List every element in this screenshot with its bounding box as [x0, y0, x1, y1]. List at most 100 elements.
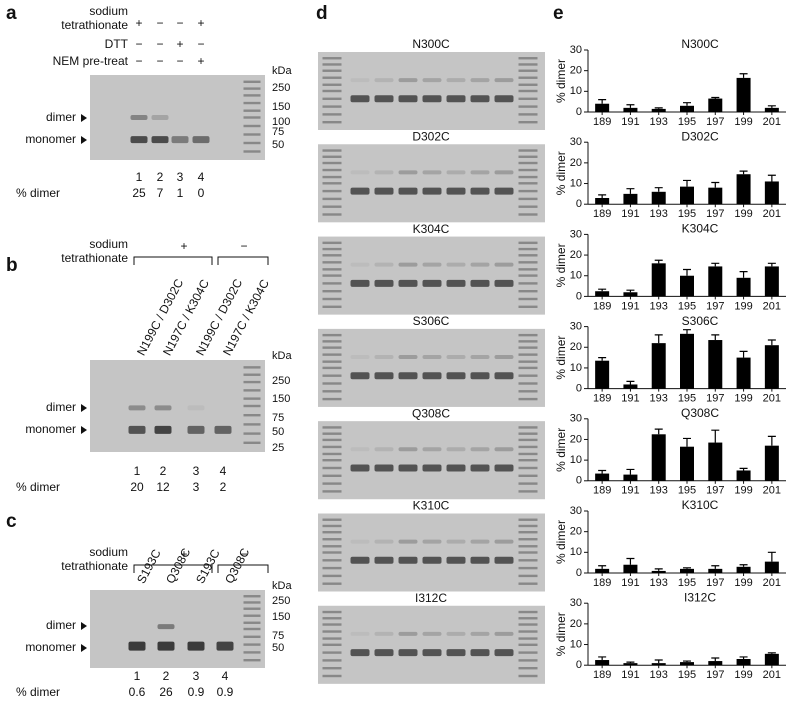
protein-band: [494, 649, 514, 657]
dimer-value: 20: [130, 480, 144, 494]
ladder-band: [518, 617, 538, 620]
bar: [651, 663, 666, 666]
bar: [764, 181, 779, 205]
ladder-band: [518, 366, 538, 370]
treatment-label: tetrathionate: [61, 18, 128, 32]
protein-band: [374, 539, 394, 544]
error-bar: [598, 565, 607, 569]
gel-background: [318, 513, 545, 592]
error-bar: [711, 657, 720, 662]
gel-shade: [318, 421, 545, 500]
gel-shade: [318, 328, 545, 407]
error-bar: [739, 564, 748, 567]
protein-band: [470, 78, 490, 83]
ladder-band: [518, 518, 538, 521]
bar: [623, 384, 638, 389]
x-tick-label: 189: [593, 208, 611, 220]
ladder-band: [322, 432, 342, 435]
lane-number: 3: [193, 464, 200, 478]
sign: +: [197, 16, 204, 30]
ladder-band: [518, 438, 538, 442]
protein-band: [128, 405, 146, 411]
dimer-value: 26: [159, 685, 173, 699]
ladder-band: [518, 674, 538, 678]
sign: +: [135, 16, 142, 30]
ladder-band: [243, 80, 261, 83]
ladder-band: [322, 353, 342, 356]
error-bar: [739, 271, 748, 278]
bar: [764, 345, 779, 389]
gel: [90, 590, 265, 668]
dimer-value: 0.6: [129, 685, 146, 699]
ladder-band: [322, 83, 342, 86]
error-bar: [654, 568, 663, 571]
treatment-label: tetrathionate: [61, 251, 128, 265]
bar: [623, 564, 638, 573]
ladder-band: [322, 674, 342, 678]
y-tick-label: 20: [570, 433, 582, 445]
protein-band: [350, 170, 370, 175]
ladder-band: [322, 121, 342, 124]
y-tick-label: 0: [576, 659, 582, 671]
lane-number: 2: [157, 170, 164, 184]
gel-background: [318, 421, 545, 500]
ladder-band: [518, 268, 538, 271]
bar: [736, 77, 751, 112]
protein-band: [154, 405, 172, 411]
ladder-band: [518, 197, 538, 201]
protein-band: [446, 95, 466, 103]
sign: −: [156, 54, 163, 68]
protein-band: [398, 170, 418, 175]
protein-band: [374, 649, 394, 657]
protein-band: [374, 631, 394, 636]
ladder-band: [243, 423, 261, 426]
ladder-band: [518, 168, 538, 172]
protein-band: [494, 170, 514, 175]
protein-band: [494, 354, 514, 359]
protein-band: [374, 170, 394, 175]
error-bar: [598, 469, 607, 474]
ladder-band: [518, 105, 538, 108]
protein-band: [374, 262, 394, 267]
error-bar: [598, 656, 607, 661]
ladder-band: [518, 97, 538, 100]
gel-shade: [90, 360, 265, 452]
protein-band: [446, 187, 466, 195]
ladder-band: [518, 290, 538, 293]
ladder-band: [322, 382, 342, 385]
protein-band: [187, 405, 205, 411]
x-tick-label: 195: [678, 116, 696, 128]
ladder-band: [243, 87, 261, 90]
protein-band: [398, 539, 418, 544]
ladder-band: [518, 538, 538, 541]
dimer-row-label: % dimer: [16, 186, 60, 200]
bar: [708, 568, 723, 573]
ladder-band: [243, 659, 261, 662]
x-tick-label: 201: [763, 485, 781, 497]
y-tick-label: 20: [570, 249, 582, 261]
sign: −: [176, 16, 183, 30]
ladder-band: [322, 452, 342, 456]
protein-band: [151, 115, 169, 120]
gel: [318, 52, 545, 130]
protein-band: [446, 556, 466, 564]
ladder-band: [322, 438, 342, 442]
x-tick-label: 191: [621, 393, 639, 405]
y-tick-label: 0: [576, 198, 582, 210]
ladder-band: [322, 566, 342, 570]
bar: [623, 107, 638, 112]
marker-label: 250: [272, 82, 290, 94]
error-bar: [739, 350, 748, 358]
error-bar: [739, 656, 748, 659]
protein-band: [470, 187, 490, 195]
ladder-band: [518, 274, 538, 277]
sign: −: [240, 547, 247, 561]
protein-band: [187, 641, 205, 651]
lane-number: 1: [136, 170, 143, 184]
arrowhead: [81, 404, 87, 412]
dimer-row-label: % dimer: [16, 685, 60, 699]
protein-band: [350, 279, 370, 287]
protein-band: [494, 464, 514, 472]
gel: [90, 75, 265, 160]
ladder-band: [322, 63, 342, 66]
